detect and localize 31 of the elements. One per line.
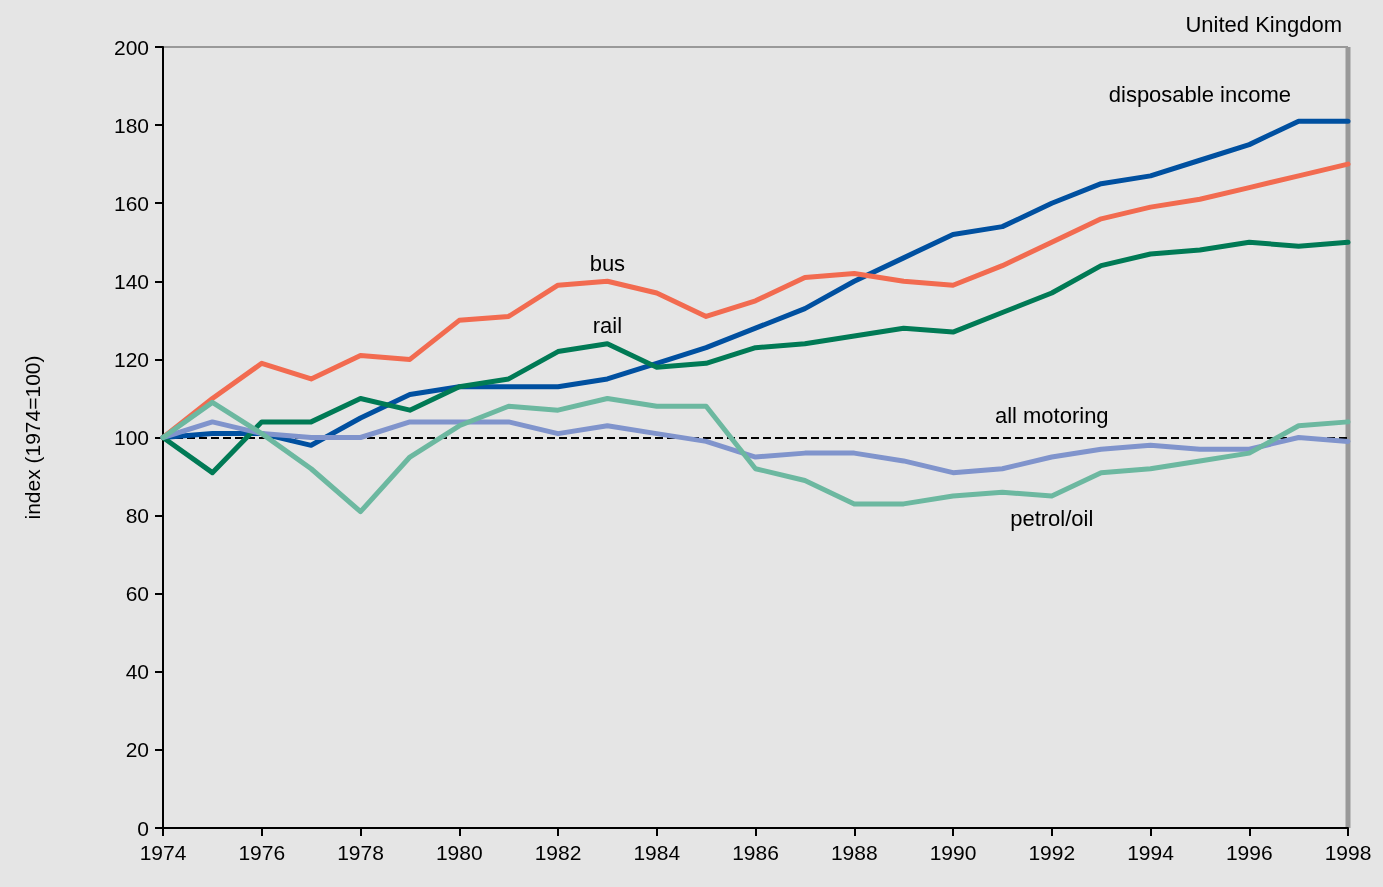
x-tick-label: 1982 [534,841,582,864]
x-tick-label: 1994 [1127,841,1175,864]
x-tick-label: 1984 [633,841,681,864]
x-tick-label: 1996 [1225,841,1273,864]
series-label: petrol/oil [1010,505,1094,531]
text: United Kingdom [1185,11,1343,37]
y-tick-label: 100 [113,426,149,449]
x-tick-label: 1978 [337,841,384,864]
y-tick-label: 20 [125,738,149,762]
x-tick-label: 1988 [830,841,878,864]
x-tick-label: 1992 [1028,841,1076,864]
y-tick-label: 80 [125,504,149,528]
y-tick-label: 200 [113,35,149,59]
y-tick-label: 140 [113,269,149,293]
x-tick-label: 1998 [1324,841,1372,864]
series-label: rail [592,313,623,339]
series-label: disposable income [1108,81,1291,107]
series-label: all motoring [994,402,1109,428]
x-tick-label: 1980 [435,841,483,864]
y-tick-label: 180 [113,113,149,137]
y-tick-label: 60 [125,582,149,606]
series-label: bus [589,250,626,276]
x-tick-label: 1990 [929,841,977,864]
y-tick-label: 120 [113,347,149,371]
y-tick-label: 0 [137,816,149,840]
x-tick-label: 1986 [732,841,779,864]
x-tick-label: 1974 [139,841,187,864]
y-tick-label: 40 [125,660,149,684]
y-axis-title: index (1974=100) [21,355,44,520]
y-tick-label: 160 [113,191,149,215]
x-tick-label: 1976 [238,841,286,864]
